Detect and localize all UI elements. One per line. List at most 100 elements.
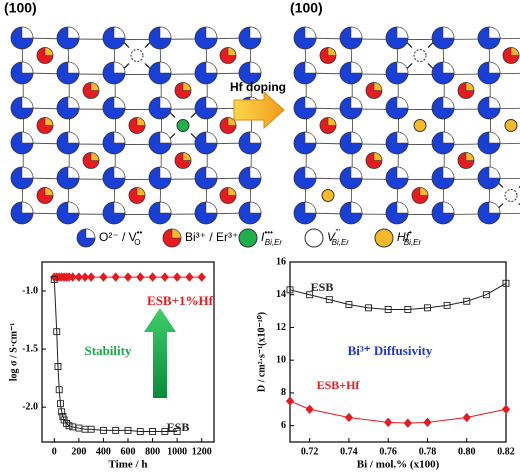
- anion-quarter: [21, 61, 34, 74]
- legend-icon-quarter: [85, 228, 96, 239]
- marker: [136, 428, 144, 435]
- marker: [55, 386, 63, 394]
- anion-quarter: [67, 96, 80, 109]
- cation-quarter: [182, 152, 192, 161]
- lattice-line: [488, 37, 491, 214]
- anion-quarter: [21, 96, 34, 109]
- lattice-line: [21, 142, 251, 145]
- anion-quarter: [304, 166, 317, 179]
- y-axis-label: D / cm²·s⁻¹(x10⁻¹⁰): [256, 312, 267, 392]
- anion-quarter: [113, 96, 126, 109]
- lattice-line: [113, 37, 116, 214]
- marker: [54, 363, 62, 370]
- marker: [502, 279, 510, 287]
- marker: [325, 296, 333, 304]
- x-tick-label: 0.80: [458, 446, 476, 457]
- anion-quarter: [249, 61, 262, 74]
- marker: [124, 426, 132, 434]
- anion-quarter: [249, 26, 262, 39]
- cation-quarter: [327, 47, 337, 56]
- lattice-line: [304, 142, 520, 145]
- legend-label: Hf• Bi,Er: [397, 228, 421, 247]
- anion-quarter: [67, 166, 80, 179]
- legend-label: V''' Bi,Er: [327, 228, 349, 247]
- y-tick-label: -1.0: [22, 285, 38, 296]
- anion-quarter: [205, 166, 218, 179]
- anion-quarter: [159, 201, 172, 214]
- x-tick-label: 800: [145, 446, 160, 457]
- marker: [462, 412, 471, 423]
- marker: [197, 272, 206, 282]
- x-tick-label: 400: [96, 446, 111, 457]
- lattice-line: [21, 72, 251, 75]
- hf-dopant: [413, 119, 427, 132]
- anion-quarter: [113, 201, 126, 214]
- annotation: ESB+Hf: [317, 378, 361, 392]
- legend-label-sup: ••: [137, 228, 143, 237]
- marker: [60, 416, 68, 424]
- lattice-line: [21, 37, 251, 40]
- hf-dopant: [504, 119, 518, 132]
- lattice-line: [67, 37, 70, 214]
- legend-icon: [238, 228, 258, 248]
- anion-quarter: [396, 131, 409, 144]
- anion-quarter: [159, 131, 172, 144]
- anion-quarter: [205, 26, 218, 39]
- legend-label: Bi³⁺ / Er³⁺: [185, 230, 238, 244]
- panel-label: (100): [290, 0, 323, 16]
- anion-quarter: [205, 96, 218, 109]
- lattice-line: [205, 37, 208, 214]
- x-tick-label: 200: [71, 446, 86, 457]
- cation-quarter: [44, 117, 54, 126]
- legend-label-sup: •: [409, 228, 412, 237]
- anion-quarter: [350, 201, 363, 214]
- cation-quarter: [44, 187, 54, 196]
- y-tick-label: 16: [276, 256, 286, 267]
- anion-quarter: [396, 96, 409, 109]
- marker: [345, 301, 353, 308]
- anion-quarter: [442, 201, 455, 214]
- marker: [305, 404, 314, 414]
- marker: [286, 286, 294, 294]
- y-tick-label: 6: [281, 420, 286, 431]
- anion-quarter: [304, 201, 317, 214]
- anion-quarter: [21, 201, 34, 214]
- marker: [160, 272, 169, 282]
- anion-quarter: [396, 61, 409, 74]
- marker: [58, 408, 66, 416]
- anion-quarter: [67, 61, 80, 74]
- legend-icon: [374, 228, 394, 248]
- legend-label-sub: Bi,Er: [265, 238, 283, 247]
- lattice-line: [21, 177, 251, 180]
- x-tick-label: 1200: [192, 446, 212, 457]
- annotation: Bi³⁺ Diffusivity: [348, 343, 433, 358]
- marker: [285, 396, 295, 406]
- y-tick-label: -2.0: [22, 401, 38, 412]
- legend-label: I••• Bi,Er: [261, 228, 282, 247]
- x-tick-label: 0.74: [340, 446, 358, 457]
- anion-quarter: [350, 96, 363, 109]
- cation-quarter: [90, 82, 100, 91]
- anion-quarter: [67, 201, 80, 214]
- anion-quarter: [304, 61, 317, 74]
- marker: [80, 272, 90, 282]
- lattice-line: [159, 37, 162, 214]
- cation-quarter: [44, 47, 54, 56]
- anion-quarter: [113, 26, 126, 39]
- marker: [50, 275, 58, 283]
- marker: [99, 426, 107, 434]
- anion-quarter: [21, 131, 34, 144]
- anion-quarter: [159, 26, 172, 39]
- anion-quarter: [304, 26, 317, 39]
- marker: [63, 419, 71, 427]
- marker: [404, 306, 412, 313]
- cation-quarter: [510, 47, 520, 56]
- anion-quarter: [304, 96, 317, 109]
- lattice-line: [442, 37, 445, 214]
- anion-quarter: [113, 166, 126, 179]
- stability-arrow: [144, 308, 176, 398]
- cation-quarter: [465, 152, 475, 161]
- cation-quarter: [136, 187, 146, 196]
- interstitial: [176, 119, 190, 132]
- marker: [384, 306, 392, 313]
